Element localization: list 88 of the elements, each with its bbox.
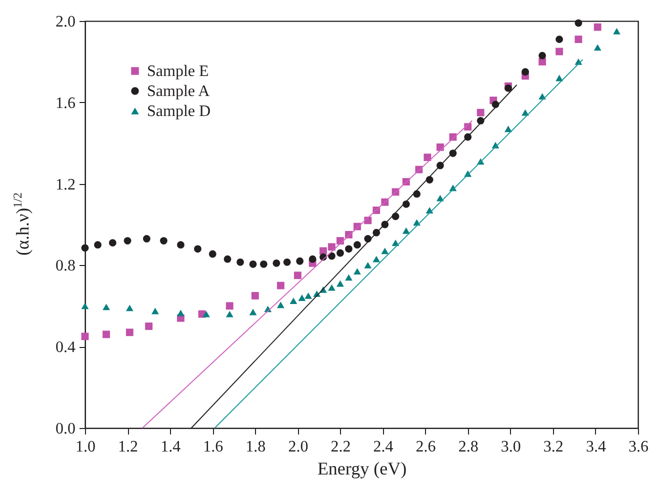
x-tick-label: 3.0	[500, 438, 521, 456]
point	[372, 256, 380, 262]
point	[522, 68, 529, 76]
point	[81, 332, 89, 340]
point	[94, 241, 102, 249]
point	[556, 36, 564, 44]
legend-label: Sample D	[147, 103, 211, 120]
y-tick-label: 2.0	[56, 14, 76, 30]
point	[236, 258, 244, 266]
point	[290, 298, 298, 304]
point	[272, 259, 280, 267]
x-tick-label: 1.2	[118, 438, 138, 456]
point	[177, 241, 184, 249]
x-axis-title: Energy (eV)	[317, 458, 407, 478]
legend-label: Sample A	[147, 83, 210, 100]
y-tick-label: 1.6	[56, 94, 76, 112]
point	[276, 302, 284, 308]
x-tick-label: 3.2	[543, 438, 564, 456]
x-tick-label: 2.6	[416, 438, 436, 456]
point	[594, 44, 602, 51]
point	[160, 237, 168, 244]
point	[574, 36, 582, 44]
x-tick-label: 1.0	[76, 438, 96, 456]
x-tick-label: 2.0	[288, 438, 308, 456]
point	[424, 154, 432, 162]
point	[102, 304, 110, 310]
y-tick-label: 0.8	[56, 258, 76, 275]
y-tick-label: 1.2	[56, 176, 76, 194]
point	[402, 227, 410, 234]
point	[126, 304, 134, 312]
point	[504, 126, 512, 132]
point	[142, 235, 150, 242]
point	[574, 19, 582, 27]
point	[354, 241, 361, 249]
point	[345, 274, 352, 281]
point	[249, 308, 257, 316]
point	[336, 249, 344, 257]
point	[102, 330, 110, 338]
x-tick-label: 1.4	[160, 438, 181, 456]
x-tick-label: 3.6	[628, 438, 648, 456]
point	[364, 262, 372, 268]
point	[124, 237, 132, 244]
point	[276, 282, 284, 290]
point	[202, 310, 210, 318]
point	[283, 258, 291, 266]
y-tick-label: 0.4	[56, 339, 76, 356]
point	[126, 328, 134, 336]
point	[476, 108, 484, 116]
point	[294, 272, 302, 280]
point	[328, 284, 336, 291]
point	[151, 308, 159, 314]
point	[556, 48, 564, 56]
point	[108, 239, 116, 247]
point	[304, 292, 312, 299]
point	[308, 255, 316, 263]
point	[328, 243, 336, 251]
point	[194, 245, 202, 253]
point	[328, 252, 336, 260]
point	[208, 250, 216, 258]
x-tick-label: 3.4	[586, 438, 606, 456]
point	[613, 28, 620, 34]
point	[226, 302, 234, 310]
legend-label: Sample E	[147, 63, 209, 80]
point	[249, 260, 257, 268]
x-tick-label: 2.8	[458, 438, 478, 456]
point	[538, 52, 546, 60]
point	[251, 292, 259, 300]
point	[381, 248, 389, 254]
x-tick-label: 1.8	[246, 438, 266, 456]
x-tick-label: 2.4	[373, 438, 394, 456]
point	[81, 302, 89, 310]
point	[345, 245, 352, 253]
point	[354, 268, 361, 275]
y-tick-label: 0.0	[56, 420, 76, 438]
point	[336, 280, 344, 287]
point	[145, 322, 153, 330]
point	[260, 260, 268, 268]
point	[296, 257, 304, 265]
x-tick-label: 1.6	[203, 438, 224, 456]
point	[298, 294, 306, 301]
point	[81, 244, 89, 252]
point	[538, 58, 546, 66]
x-tick-label: 2.2	[330, 438, 351, 456]
point	[594, 23, 602, 31]
point	[320, 247, 327, 255]
point	[224, 255, 232, 263]
point	[226, 310, 234, 318]
point	[177, 310, 184, 316]
